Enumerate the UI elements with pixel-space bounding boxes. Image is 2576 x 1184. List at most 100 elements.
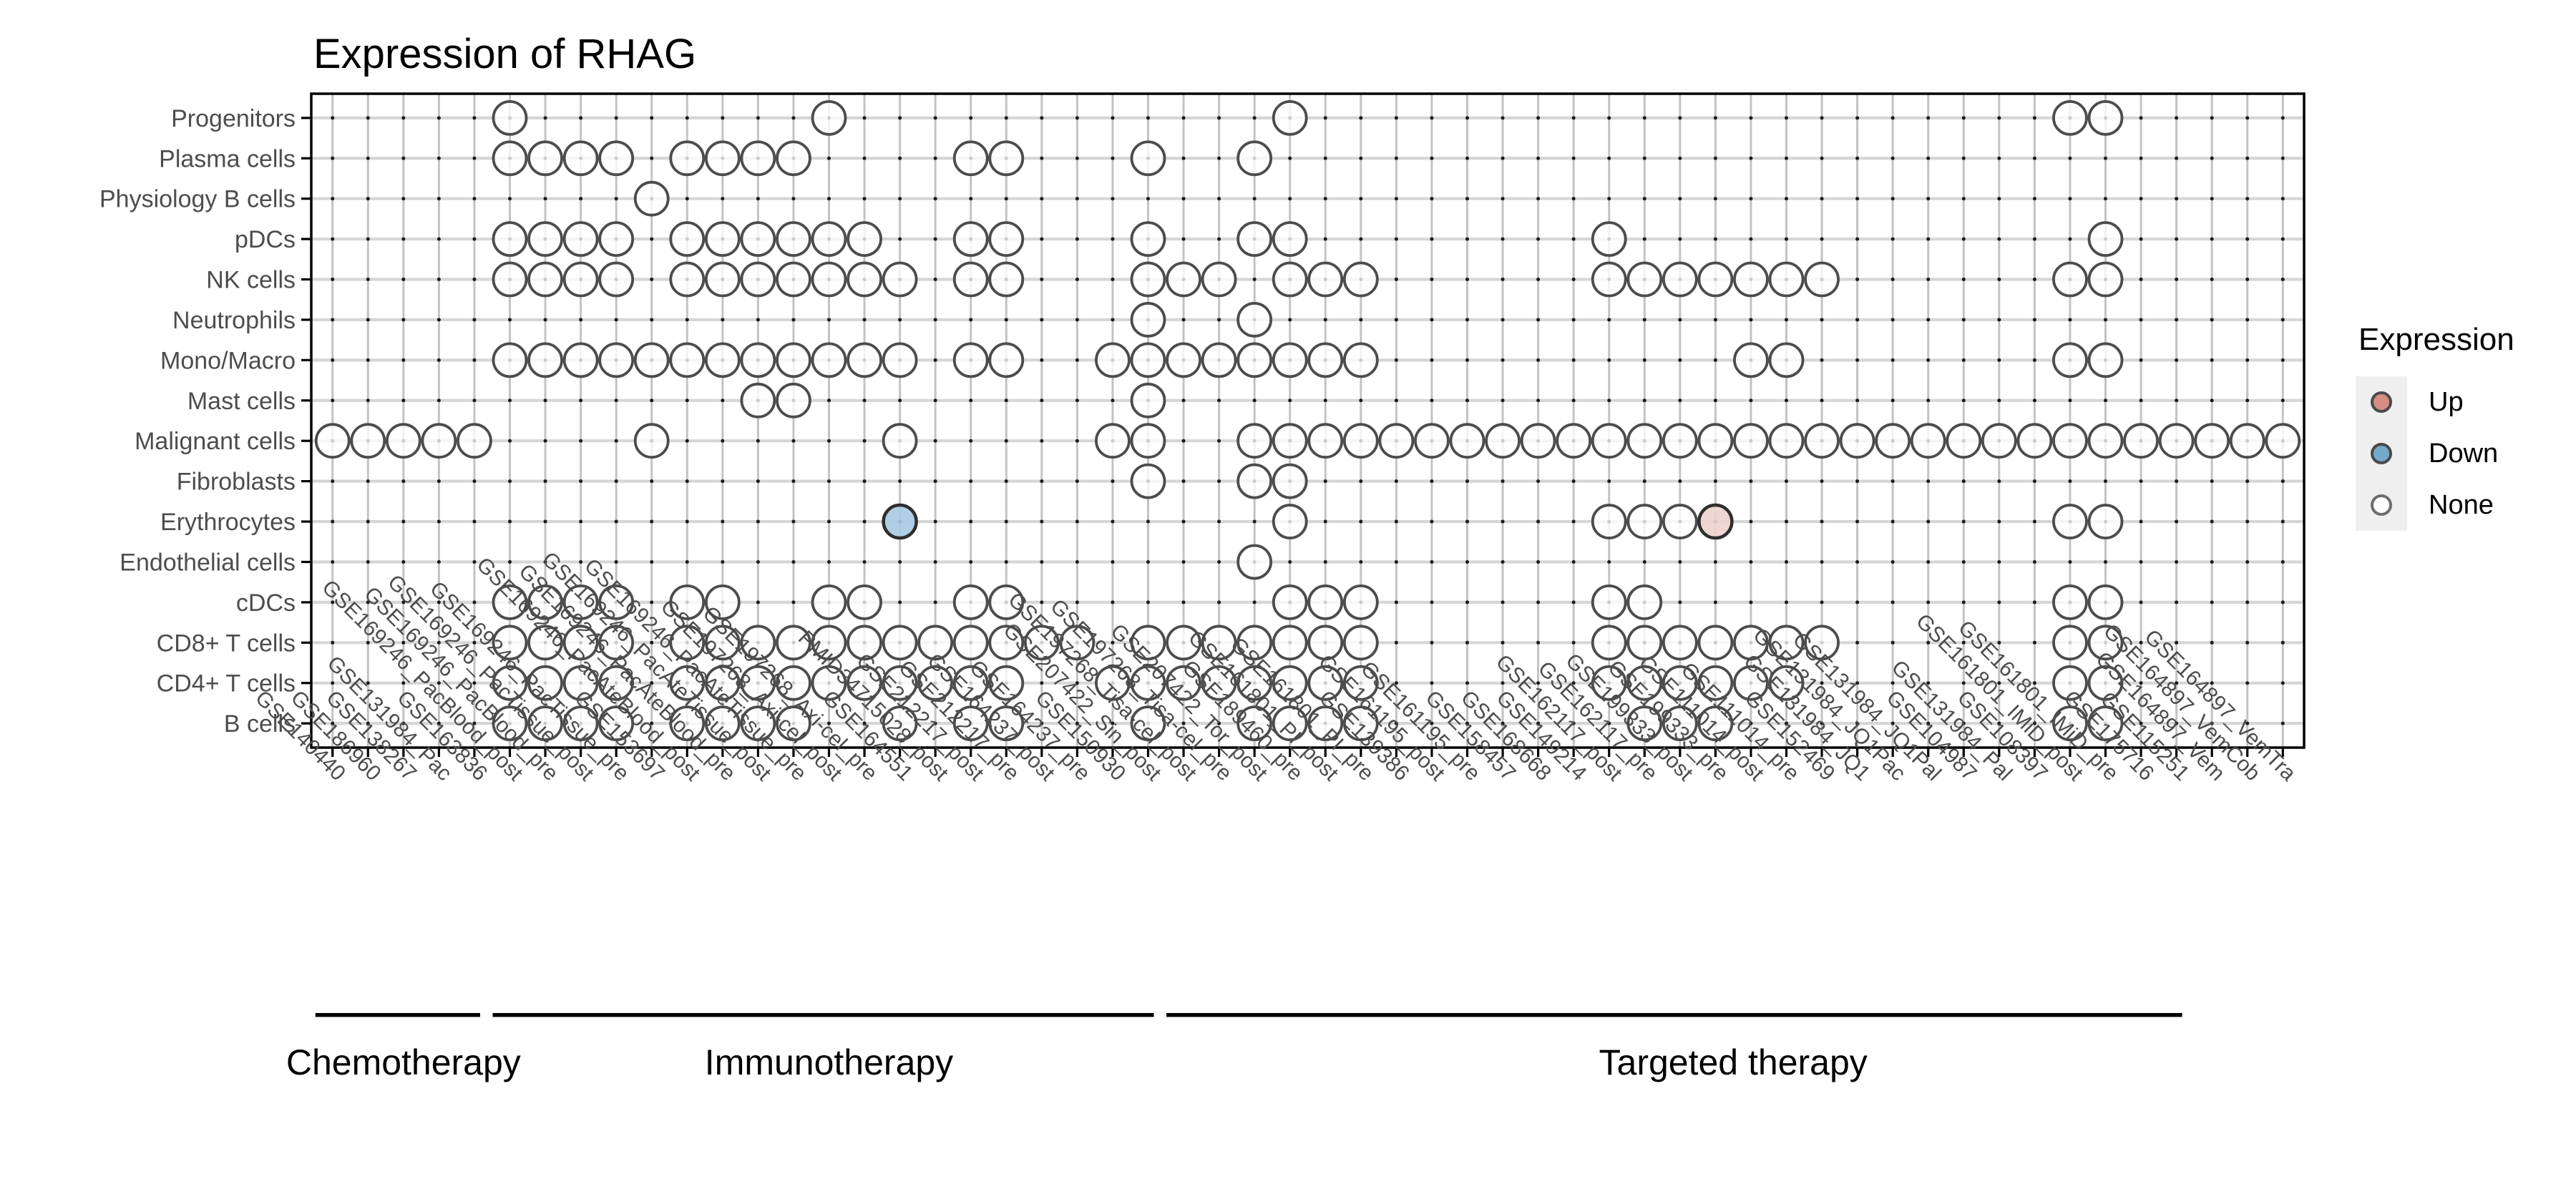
grid-dot [1323,116,1327,120]
expression-dot-none [1342,342,1379,378]
grid-dot [1040,559,1044,564]
expression-dot-none [740,625,776,661]
grid-dot [2032,237,2036,241]
grid-dot [2175,278,2179,282]
grid-dot [401,237,406,241]
grid-dot [721,519,725,524]
grid-dot [614,318,618,322]
grid-dot [2139,640,2143,645]
grid-dot [1536,237,1541,241]
y-tick-label: NK cells [206,267,296,294]
grid-dot [1571,681,1576,685]
group-label: Immunotherapy [705,1042,953,1082]
expression-dot-none [1626,665,1663,701]
grid-dot [933,358,937,362]
grid-dot [366,681,370,685]
grid-dot [472,479,477,484]
expression-dot-none [1591,261,1627,298]
expression-dot-none [2087,99,2124,136]
grid-dot [1961,237,1966,241]
grid-dot [1749,479,1753,484]
grid-dot [1075,479,1079,484]
expression-dot-none [1236,625,1273,661]
grid-dot [1890,116,1895,120]
y-tick-label: CD4+ T cells [157,670,296,698]
grid-dot [1394,681,1398,685]
expression-dot-none [917,625,954,661]
grid-dot [721,318,725,322]
grid-dot [1784,398,1788,403]
grid-dot [1855,479,1860,484]
expression-dot-none [669,342,706,378]
grid-dot [1536,721,1541,725]
grid-dot [1430,600,1434,605]
grid-dot [1855,721,1860,725]
grid-dot [1749,237,1753,241]
grid-dot [331,156,335,160]
expression-dot-none [385,423,421,459]
grid-dot [756,479,760,484]
expression-dot-none [527,261,563,298]
grid-dot [579,318,583,322]
expression-dot-none [1768,261,1805,298]
expression-dot-none [952,705,989,742]
grid-dot [1359,116,1363,120]
expression-dot-none [633,342,670,378]
y-tick-label: Malignant cells [135,428,296,455]
grid-dot [2280,640,2285,645]
grid-dot [1323,156,1327,160]
grid-dot [366,721,370,725]
grid-dot [1394,721,1398,725]
expression-dot-none [1272,221,1308,258]
grid-dot [791,559,796,564]
expression-dot-none [776,221,811,258]
panel-border [310,92,2306,749]
grid-dot [579,439,583,443]
grid-dot [2068,237,2072,241]
grid-dot [2280,237,2285,241]
grid-dot [1430,398,1434,403]
grid-dot [1465,519,1469,524]
y-tick-label: B cells [224,710,296,738]
expression-dot-none [669,665,706,701]
grid-dot [933,439,937,443]
expression-dot-none [1981,423,2017,459]
grid-dot [969,398,973,403]
grid-dot [436,398,441,403]
expression-dot-none [1236,544,1273,580]
grid-dot [1926,237,1931,241]
grid-dot [721,439,725,443]
grid-dot [1678,559,1682,564]
expression-dot-none [847,625,882,661]
grid-dot [1784,197,1788,201]
grid-dot [1997,318,2001,322]
grid-dot [1607,358,1611,362]
grid-dot [1997,600,2001,605]
y-tick-label: pDCs [235,226,296,253]
expression-dot-none [492,584,528,620]
expression-dot-none [1697,423,1734,459]
grid-dot [685,479,689,484]
grid-dot [721,398,725,403]
grid-dot [933,318,937,322]
expression-dot-none [2229,423,2265,459]
grid-dot [1181,116,1186,120]
grid-dot [1713,197,1717,201]
grid-dot [1181,237,1186,241]
grid-dot [331,640,335,645]
grid-dot [933,197,937,201]
grid-dot [436,640,441,645]
grid-dot [1855,519,1860,524]
expression-dot-none [1697,261,1734,298]
grid-dot [1217,197,1221,201]
expression-dot-none [598,584,635,620]
expression-dot-none [1839,423,1875,459]
expression-dot-none [811,584,847,620]
expression-dot-none [2087,625,2124,661]
grid-dot [1465,721,1469,725]
grid-dot [650,600,654,605]
grid-dot [1571,237,1576,241]
expression-dot-none [776,665,811,701]
grid-dot [933,398,937,403]
grid-dot [862,439,867,443]
